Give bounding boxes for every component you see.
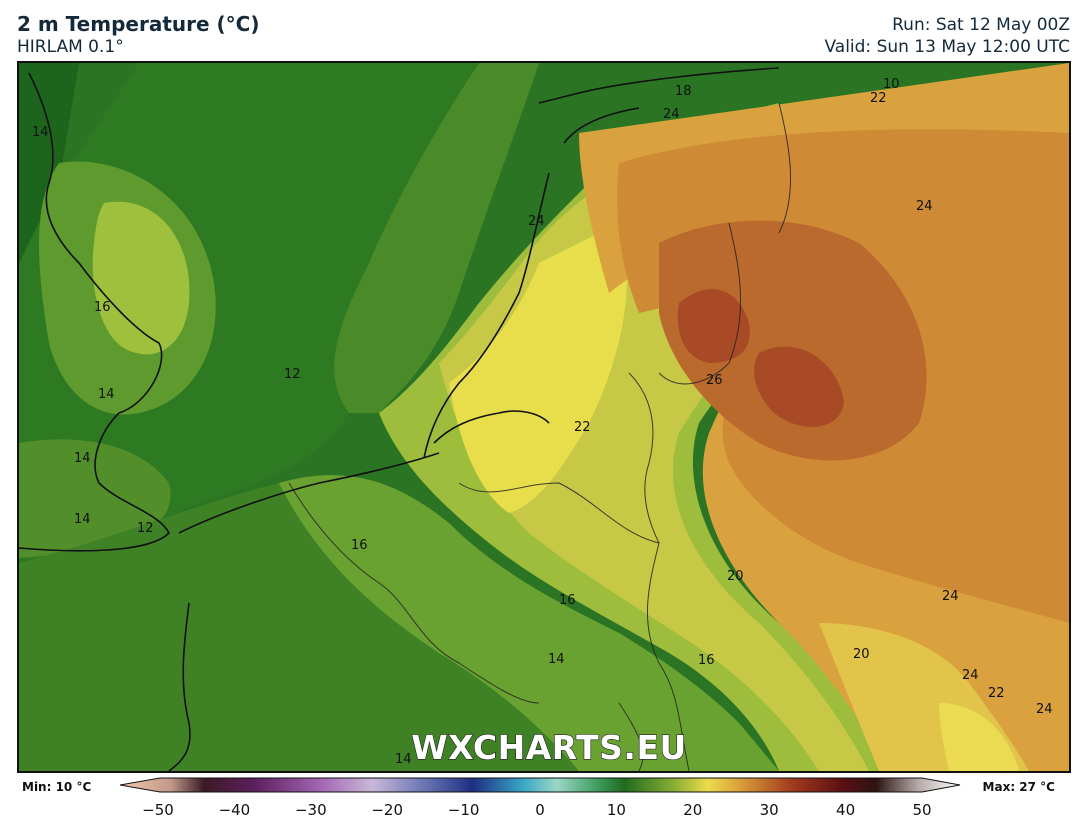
coastlines: [19, 67, 780, 771]
color-scale: −50 −40 −30 −20 −10 0 10 20 30 40 50: [119, 777, 961, 819]
watermark: WXCHARTS.EU: [411, 728, 687, 767]
contour-labels: 14 16 14 14 14 12 12 24 18 24 10 22 24 2…: [32, 77, 1053, 767]
valid-time: Valid: Sun 13 May 12:00 UTC: [824, 37, 1070, 57]
contour-label: 24: [916, 199, 933, 214]
scale-tick-label: 0: [535, 801, 545, 819]
run-time: Run: Sat 12 May 00Z: [892, 15, 1070, 35]
scale-ticks: −50 −40 −30 −20 −10 0 10 20 30 40 50: [142, 801, 931, 819]
uk-warm-core: [92, 201, 190, 355]
scale-tick-label: 20: [683, 801, 702, 819]
contour-label: 22: [988, 686, 1005, 701]
zone-20-southeast: [939, 703, 1019, 771]
zone-14-band: [334, 63, 539, 413]
scale-tick-label: 30: [760, 801, 779, 819]
scale-tick-label: −50: [142, 801, 174, 819]
scale-bar: [119, 777, 961, 793]
scale-tick-label: −30: [295, 801, 327, 819]
contour-label: 14: [32, 125, 49, 140]
contour-label: 24: [528, 214, 545, 229]
scale-tick-label: 50: [912, 801, 931, 819]
contour-label: 26: [706, 373, 723, 388]
chart-title: 2 m Temperature (°C): [17, 12, 260, 36]
contour-label: 24: [663, 107, 680, 122]
contour-label: 14: [98, 387, 115, 402]
scale-tick-label: −20: [371, 801, 403, 819]
contour-label: 14: [74, 512, 91, 527]
contour-label: 16: [559, 593, 576, 608]
hot-spot-east: [754, 346, 844, 427]
contour-label: 20: [853, 647, 870, 662]
contour-label: 22: [870, 91, 887, 106]
zone-16-south: [279, 475, 779, 771]
temperature-map[interactable]: 14 16 14 14 14 12 12 24 18 24 10 22 24 2…: [17, 61, 1071, 773]
contour-label: 24: [1036, 702, 1053, 717]
model-name: HIRLAM 0.1°: [17, 37, 124, 57]
contour-label: 14: [548, 652, 565, 667]
scale-tick-label: −40: [219, 801, 251, 819]
contour-label: 18: [675, 84, 692, 99]
contour-label: 14: [395, 752, 412, 767]
zone-26-core: [659, 220, 927, 461]
contour-label: 12: [137, 521, 154, 536]
contour-label: 10: [883, 77, 900, 92]
scale-tick-label: 10: [607, 801, 626, 819]
map-canvas: 14 16 14 14 14 12 12 24 18 24 10 22 24 2…: [19, 63, 1069, 771]
contour-label: 16: [698, 653, 715, 668]
contour-label: 12: [284, 367, 301, 382]
contour-label: 20: [727, 569, 744, 584]
contour-label: 24: [962, 668, 979, 683]
contour-label: 24: [942, 589, 959, 604]
contour-label: 16: [94, 300, 111, 315]
contour-label: 22: [574, 420, 591, 435]
hot-spot-west: [677, 289, 750, 363]
zone-12-north: [19, 63, 79, 263]
scale-tick-label: 40: [836, 801, 855, 819]
max-label: Max: 27 °C: [982, 780, 1055, 794]
contour-label: 14: [74, 451, 91, 466]
min-label: Min: 10 °C: [22, 780, 92, 794]
country-borders: [288, 102, 792, 771]
contour-label: 16: [351, 538, 368, 553]
zone-22-yellow: [449, 223, 628, 513]
scale-tick-label: −10: [448, 801, 480, 819]
uk-south: [19, 439, 171, 558]
